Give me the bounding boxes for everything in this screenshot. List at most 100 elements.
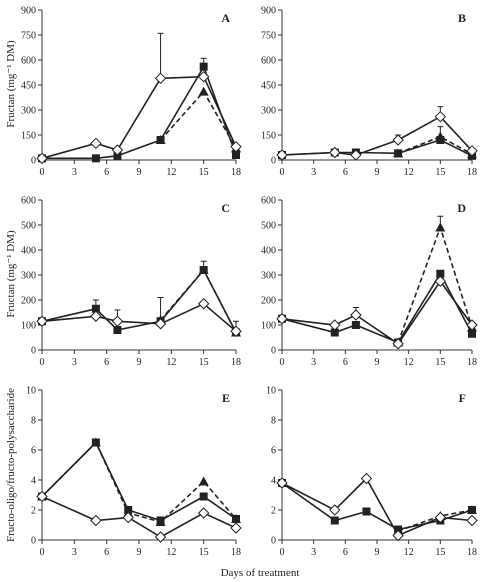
panel-f-x-tick-label: 18 [467, 547, 477, 558]
panel-c-x-tick-label: 15 [199, 357, 209, 368]
panel-b-y-tick-label: 750 [261, 31, 276, 42]
panel-a-square-point [232, 151, 240, 159]
panel-f-square-point [362, 507, 371, 516]
panel-f-diamond-point [329, 504, 341, 516]
panel-a-diamond-point [230, 140, 242, 153]
panel-a-diamond-point [197, 70, 210, 83]
panel-d-square-point [468, 329, 476, 338]
panel-c-diamond-point [154, 318, 167, 330]
panel-c-diamond-point [197, 298, 210, 310]
panel-c-y-tick-label: 0 [31, 346, 36, 357]
panel-c-triangle-point [198, 265, 209, 274]
panel-d-series-diamond-line [281, 279, 473, 345]
panel-c-letter: C [221, 201, 230, 215]
panel-f-diamond-point [434, 511, 447, 524]
panel-c-series-triangle-line [159, 268, 237, 333]
panel-a-square-point [113, 151, 122, 160]
panel-e-y-tick-label: 4 [31, 476, 36, 487]
panel-a-x-tick-label: 18 [231, 167, 241, 178]
panel-f-triangle-point [467, 505, 477, 514]
panel-c-x-tick-label: 9 [137, 357, 142, 368]
panel-e-x-tick-label: 9 [137, 547, 142, 558]
panel-a-x-tick-label: 3 [72, 167, 77, 178]
panel-f-y-tick-label: 10 [266, 386, 276, 397]
panel-d-letter: D [457, 201, 466, 215]
panel-f: 0 2 4 6 8 10 0 3 6 9 12 15 18 F [266, 386, 478, 558]
panel-e-diamond-point [230, 522, 242, 534]
panel-f-x-tick-label: 6 [343, 547, 348, 558]
panel-c-x-tick-label: 0 [40, 357, 45, 368]
panel-b-x-tick-label: 9 [375, 167, 380, 178]
panel-c-diamond-point [90, 310, 102, 322]
panel-c-series-diamond-line [41, 302, 237, 332]
panel-f-series-diamond-line [281, 477, 473, 537]
panel-e-diamond-point [90, 514, 102, 527]
panel-b-x-tick-label: 6 [343, 167, 348, 178]
panel-e-series-triangle-line [41, 441, 237, 523]
panel-d-series-square-line [281, 272, 473, 344]
panel-e-triangle-point [155, 517, 166, 526]
panel-b-y-tick-label: 900 [261, 6, 276, 17]
y-axis-label-bottom: Fructo-oligo/fructo-polysaccharide [5, 388, 17, 542]
panel-d-diamond-point [329, 319, 341, 331]
panel-e-y-tick-label: 6 [31, 446, 36, 457]
panel-a-y-tick-label: 750 [21, 31, 36, 42]
y-axis-label-top: Fructan (mg⁻¹ DM) [5, 40, 17, 128]
panel-d-y-tick-label: 400 [261, 246, 276, 257]
panel-f-y-tick-label: 8 [271, 416, 276, 427]
panel-c-square-point [91, 304, 100, 313]
panel-a-letter: A [221, 11, 230, 25]
panel-e-triangle-point [231, 514, 241, 523]
panel-b-y-tick-label: 450 [261, 81, 276, 92]
panel-e-square-point [199, 492, 208, 501]
panel-e-diamond-point [36, 490, 48, 503]
panel-c-y-tick-label: 200 [21, 296, 36, 307]
panel-b-diamond-point [276, 149, 288, 161]
panel-a-diamond-point [36, 152, 48, 165]
panel-c-x-tick-label: 6 [104, 357, 109, 368]
panel-d-square-point [436, 269, 445, 278]
panel-e: 0 2 4 6 8 10 0 3 6 9 12 15 18 E [26, 386, 242, 558]
x-axis-label: Days of treatment [221, 567, 300, 579]
panel-b-y-tick-label: 0 [271, 156, 276, 167]
panel-a-triangle-point [155, 135, 166, 144]
panel-c: 0 100 200 300 400 500 600 0 3 6 9 12 15 18 C [21, 196, 242, 368]
panel-d-square-point [351, 321, 360, 329]
panel-a-diamond-point [154, 72, 167, 85]
panel-b-series-diamond-line [281, 115, 473, 156]
panel-d-diamond-point [392, 338, 404, 350]
panel-d-x-tick-label: 0 [280, 357, 285, 368]
panel-e-x-tick-label: 12 [166, 547, 176, 558]
panel-a-x-tick-label: 15 [199, 167, 209, 178]
panel-d-x-tick-label: 6 [343, 357, 348, 368]
panel-d: 0 100 200 300 400 500 600 0 3 6 9 12 15 18 D [261, 196, 478, 368]
y-axis-label-middle: Fructan (mg⁻¹ DM) [5, 230, 17, 318]
panel-a-triangle-point [198, 86, 209, 96]
panel-c-y-tick-label: 500 [21, 221, 36, 232]
panel-e-y-tick-label: 2 [31, 506, 36, 517]
panel-a-y-tick-label: 600 [21, 56, 36, 67]
panel-b-y-tick-label: 300 [261, 106, 276, 117]
panel-c-x-tick-label: 18 [231, 357, 241, 368]
panel-b-triangle-point [393, 148, 404, 158]
panel-a-y-tick-label: 0 [31, 156, 36, 167]
panel-d-x-tick-label: 15 [435, 357, 445, 368]
panel-e-x-tick-label: 6 [104, 547, 109, 558]
panel-c-y-tick-label: 600 [21, 196, 36, 207]
panel-a-square-point [91, 154, 100, 163]
panel-d-square-point [330, 328, 339, 337]
panel-a-x-tick-label: 9 [137, 167, 142, 178]
panel-c-square-point [113, 326, 122, 334]
panel-c-diamond-point [111, 315, 124, 327]
panel-f-x-tick-label: 12 [404, 547, 414, 558]
panel-a-diamond-point [111, 144, 124, 156]
panel-b-x-tick-label: 0 [280, 167, 285, 178]
panel-b-diamond-point [350, 149, 362, 161]
panel-e-y-tick-label: 0 [31, 536, 36, 547]
panel-c-series-square-line [41, 268, 237, 333]
panel-d-y-tick-label: 100 [261, 321, 276, 332]
panel-b-x-tick-label: 12 [404, 167, 414, 178]
panel-a-y-tick-label: 300 [21, 106, 36, 117]
panel-b-diamond-point [392, 134, 404, 146]
